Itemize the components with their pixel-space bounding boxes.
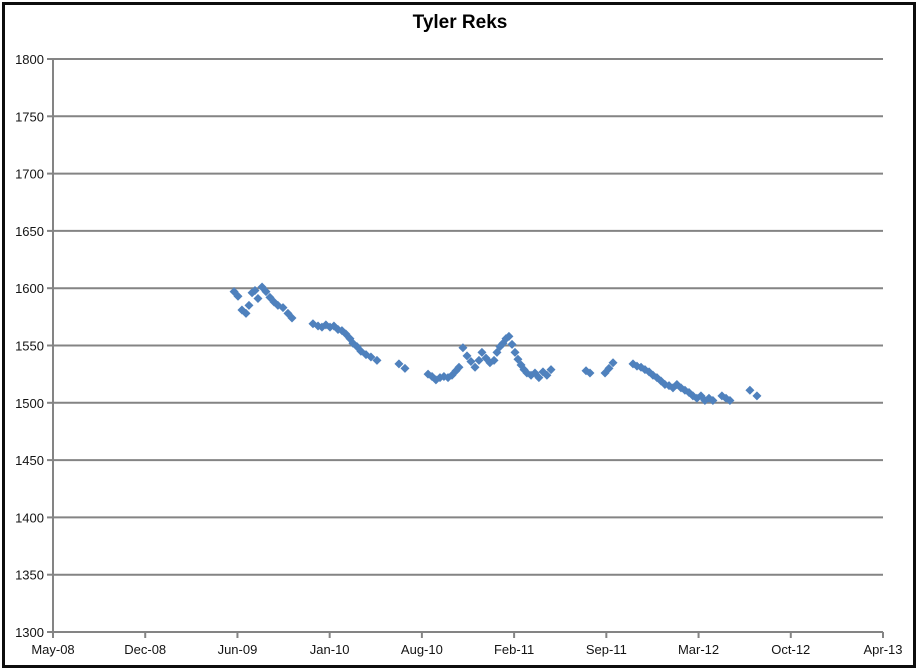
svg-text:Sep-11: Sep-11 [586,642,627,657]
data-point-marker [454,362,464,372]
data-point-marker [470,362,480,372]
svg-text:1300: 1300 [15,625,44,640]
svg-text:May-08: May-08 [31,642,74,657]
data-point-marker [752,391,762,401]
axes [47,58,884,638]
svg-text:1500: 1500 [15,396,44,411]
svg-text:Apr-13: Apr-13 [863,642,902,657]
svg-text:Mar-12: Mar-12 [678,642,719,657]
data-point-marker [504,331,514,341]
data-point-marker [233,291,243,301]
gridlines [53,58,883,633]
data-point-marker [241,308,251,318]
svg-text:1600: 1600 [15,281,44,296]
data-point-marker [244,300,254,310]
data-point-marker [477,347,487,357]
data-point-marker [534,373,544,383]
svg-text:1650: 1650 [15,224,44,239]
data-point-marker [507,339,517,349]
svg-text:Jun-09: Jun-09 [218,642,258,657]
data-point-marker [585,368,595,378]
data-point-marker [510,347,520,357]
data-point-marker [278,303,288,313]
svg-text:1750: 1750 [15,109,44,124]
data-point-marker [372,355,382,365]
data-point-marker [466,357,476,367]
svg-text:Oct-12: Oct-12 [771,642,810,657]
data-point-marker [489,355,499,365]
data-point-marker [462,351,472,361]
svg-text:Aug-10: Aug-10 [401,642,443,657]
data-point-marker [261,287,271,297]
data-point-marker [253,294,263,304]
data-point-marker [287,313,297,323]
data-point-marker [250,285,260,295]
data-point-marker [608,358,618,368]
data-point-marker [604,363,614,373]
data-point-marker [725,396,735,406]
svg-text:1350: 1350 [15,568,44,583]
data-point-marker [366,352,376,362]
svg-text:Feb-11: Feb-11 [494,642,534,657]
chart-title: Tyler Reks [412,12,508,33]
y-axis-labels: 1800 1750 1700 1650 1600 1550 1500 1450 1400 1350… [15,52,44,640]
data-point-marker [745,385,755,395]
data-points [229,282,762,406]
data-point-marker [474,355,484,365]
svg-text:1700: 1700 [15,167,44,182]
data-point-marker [546,365,556,375]
data-point-marker [542,370,552,380]
svg-text:1800: 1800 [15,52,44,67]
svg-text:1400: 1400 [15,510,44,525]
x-axis-labels: May-08 Dec-08 Jun-09 Jan-10 Aug-10 Feb-11 Sep-… [31,642,902,657]
svg-text:Dec-08: Dec-08 [124,642,166,657]
svg-text:1550: 1550 [15,339,44,354]
svg-text:Jan-10: Jan-10 [310,642,350,657]
data-point-marker [400,363,410,373]
data-point-marker [458,343,468,353]
data-point-marker [394,359,404,369]
data-point-marker [708,396,718,406]
svg-text:1450: 1450 [15,453,44,468]
